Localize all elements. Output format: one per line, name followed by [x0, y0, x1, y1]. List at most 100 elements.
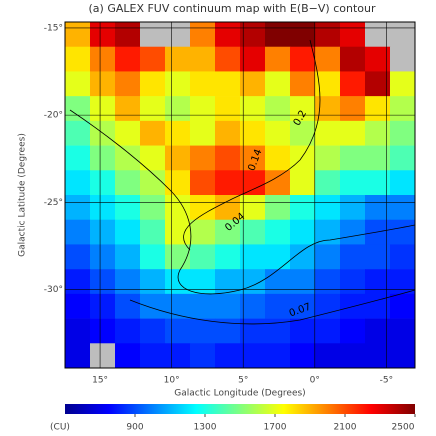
- cell: [115, 318, 141, 344]
- cell: [390, 120, 416, 146]
- no-data-cell: [390, 22, 416, 48]
- cell: [215, 343, 241, 369]
- cell: [90, 219, 116, 245]
- cell: [190, 71, 216, 97]
- cell: [340, 145, 366, 171]
- cell: [390, 170, 416, 196]
- cell: [165, 46, 191, 72]
- cell: [340, 244, 366, 270]
- cell: [115, 71, 141, 97]
- cell: [240, 195, 266, 221]
- cell: [340, 343, 366, 369]
- cell: [215, 22, 241, 48]
- cell: [315, 343, 341, 369]
- cell: [165, 120, 191, 146]
- cell: [90, 195, 116, 221]
- cell: [140, 269, 166, 295]
- cell: [340, 71, 366, 97]
- cell: [315, 145, 341, 171]
- cell: [240, 96, 266, 122]
- cell: [290, 293, 316, 319]
- cell: [315, 120, 341, 146]
- cell: [265, 145, 291, 171]
- cell: [140, 96, 166, 122]
- cell: [340, 195, 366, 221]
- cell: [265, 22, 291, 48]
- x-axis-label: Galactic Longitude (Degrees): [174, 389, 305, 399]
- plot-frame: [64, 21, 416, 369]
- cell: [90, 145, 116, 171]
- cell: [265, 219, 291, 245]
- cell: [265, 293, 291, 319]
- cell: [240, 22, 266, 48]
- cell: [390, 318, 416, 344]
- cell: [265, 343, 291, 369]
- cell: [90, 170, 116, 196]
- cell: [90, 71, 116, 97]
- colorbar-tick-label: 2100: [334, 423, 357, 433]
- cell: [115, 120, 141, 146]
- cell: [65, 269, 91, 295]
- cell: [290, 343, 316, 369]
- cell: [315, 46, 341, 72]
- cell: [165, 145, 191, 171]
- cell: [340, 318, 366, 344]
- cell: [65, 343, 91, 369]
- cell: [140, 71, 166, 97]
- cell: [215, 170, 241, 196]
- cell: [240, 170, 266, 196]
- cell: [290, 269, 316, 295]
- no-data-cell: [390, 46, 416, 72]
- y-tick-label: -15°: [44, 23, 63, 33]
- contour: [183, 39, 321, 251]
- cell: [265, 195, 291, 221]
- cell: [240, 71, 266, 97]
- cell: [165, 96, 191, 122]
- cell: [340, 96, 366, 122]
- cell: [115, 244, 141, 270]
- cell: [265, 170, 291, 196]
- cell: [290, 46, 316, 72]
- cell: [90, 269, 116, 295]
- cell: [115, 195, 141, 221]
- chart-title: (a) GALEX FUV continuum map with E(B−V) …: [89, 2, 376, 15]
- colorbar-label: (CU): [50, 423, 70, 433]
- cell: [165, 219, 191, 245]
- cell: [65, 318, 91, 344]
- x-tick-label: 5°: [238, 376, 248, 386]
- y-tick-label: -30°: [44, 285, 63, 295]
- cell: [140, 219, 166, 245]
- cell: [165, 343, 191, 369]
- cell: [90, 293, 116, 319]
- cell: [190, 269, 216, 295]
- cell: [265, 244, 291, 270]
- cell: [290, 145, 316, 171]
- cell: [65, 46, 91, 72]
- cell: [115, 343, 141, 369]
- cell: [115, 145, 141, 171]
- contour: [69, 109, 416, 295]
- cell: [390, 195, 416, 221]
- cell: [215, 195, 241, 221]
- cell: [65, 293, 91, 319]
- cell: [190, 96, 216, 122]
- cell: [265, 71, 291, 97]
- cell: [65, 244, 91, 270]
- cell: [115, 46, 141, 72]
- cell: [140, 120, 166, 146]
- cell: [65, 170, 91, 196]
- x-tick-label: 0°: [310, 376, 320, 386]
- cell: [265, 269, 291, 295]
- cell: [290, 22, 316, 48]
- cell: [315, 269, 341, 295]
- cell: [215, 145, 241, 171]
- cell: [190, 120, 216, 146]
- cell: [165, 318, 191, 344]
- cell: [390, 293, 416, 319]
- y-axis-label: Galactic Latitude (Degrees): [18, 133, 28, 257]
- no-data-cell: [165, 22, 191, 48]
- cell: [390, 244, 416, 270]
- cell: [340, 269, 366, 295]
- cell: [240, 46, 266, 72]
